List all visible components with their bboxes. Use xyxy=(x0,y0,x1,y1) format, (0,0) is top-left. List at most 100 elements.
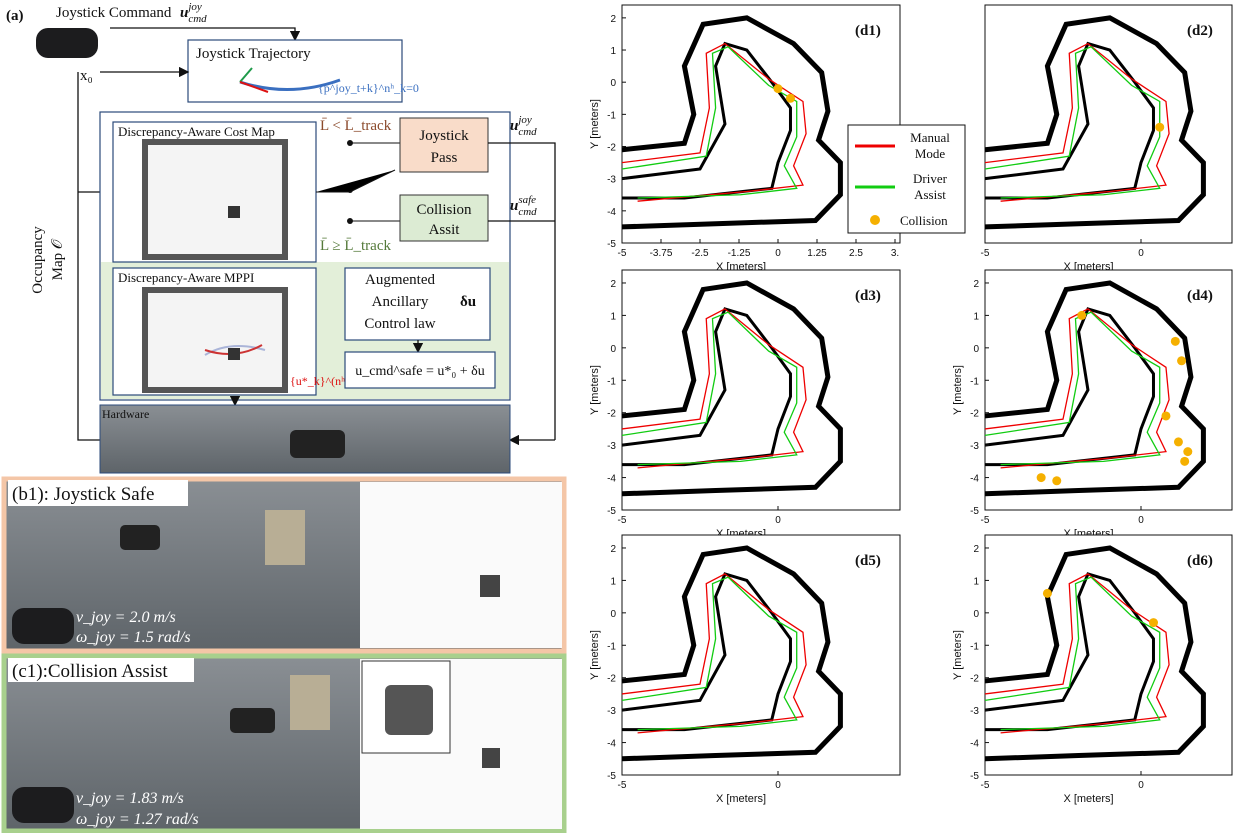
shape xyxy=(120,525,160,550)
y-tick-label: 0 xyxy=(973,344,979,355)
y-tick-label: -4 xyxy=(607,739,616,750)
math-sup: joy xyxy=(186,1,202,13)
plot-label: (d6) xyxy=(1187,553,1213,569)
panel-b1: (b1): Joystick Safe v_joy = 2.0 m/s ω_jo… xyxy=(4,479,564,651)
y-tick-label: -1 xyxy=(607,641,616,652)
x-tick-label: -5 xyxy=(981,515,990,526)
panel-c1: (c1):Collision Assist v_joy = 1.83 m/s ω… xyxy=(4,656,564,831)
label: Assit xyxy=(429,222,461,238)
y-tick-label: -2 xyxy=(607,674,616,685)
collision xyxy=(1037,473,1046,482)
shape xyxy=(228,206,240,218)
y-tick-label: -5 xyxy=(607,506,616,517)
y-tick-label: 0 xyxy=(610,78,616,89)
panel-label: (c1):Collision Assist xyxy=(12,661,168,682)
label: Discrepancy-Aware MPPI xyxy=(118,270,254,285)
y-tick-label: -3 xyxy=(970,706,979,717)
legend-label: Manual xyxy=(910,130,950,145)
plot-frame xyxy=(622,535,900,775)
y-tick-label: -1 xyxy=(607,376,616,387)
x-tick-label: 0 xyxy=(775,780,781,791)
figure: (a) Joystick Command ujoycmd Joystick Tr… xyxy=(0,0,1240,833)
label: L̄ ≥ L̄_track xyxy=(320,238,391,254)
math: ujoycmd xyxy=(510,114,537,138)
shape xyxy=(360,482,562,648)
label: Hardware xyxy=(102,407,149,421)
label: Control law xyxy=(364,316,435,332)
shape xyxy=(482,748,500,768)
panel-label: (a) xyxy=(6,8,24,24)
legend: Manual Mode Driver Assist Collision xyxy=(848,125,965,233)
shape xyxy=(145,142,285,257)
x-tick-label: 0 xyxy=(1138,248,1144,259)
math-base: u xyxy=(510,118,518,134)
shape xyxy=(870,215,880,225)
x-tick-label: 0 xyxy=(1138,780,1144,791)
joystick-icon xyxy=(36,28,98,58)
legend-label: Collision xyxy=(900,213,948,228)
y-tick-label: -4 xyxy=(607,474,616,485)
math-sub: cmd xyxy=(518,206,537,218)
y-tick-label: -2 xyxy=(607,409,616,420)
collision xyxy=(1174,437,1183,446)
y-tick-label: 1 xyxy=(610,576,616,587)
y-tick-label: -1 xyxy=(970,376,979,387)
collision xyxy=(1180,457,1189,466)
legend-label: Assist xyxy=(914,187,946,202)
legend-label: Mode xyxy=(915,146,946,161)
math-base: u xyxy=(180,5,188,21)
math-sup: joy xyxy=(516,114,532,126)
y-axis-label: Y [meters] xyxy=(952,630,964,680)
x-tick-label: 1.25 xyxy=(807,248,827,259)
collision xyxy=(1155,123,1164,132)
collision xyxy=(774,84,783,93)
y-tick-label: -1 xyxy=(970,641,979,652)
collision xyxy=(1149,618,1158,627)
y-tick-label: 1 xyxy=(610,46,616,57)
y-tick-label: -3 xyxy=(607,706,616,717)
label: v_joy = 1.83 m/s xyxy=(76,790,184,807)
label: Collision xyxy=(416,202,472,218)
label: Augmented xyxy=(365,272,435,288)
label: u_cmd^safe = u*₀ + δu xyxy=(355,364,484,379)
plot-label: (d3) xyxy=(855,288,881,304)
x-tick-label: -5 xyxy=(981,248,990,259)
x-tick-label: -5 xyxy=(981,780,990,791)
shape xyxy=(265,510,305,565)
shape xyxy=(290,430,345,458)
y-tick-label: -5 xyxy=(607,771,616,782)
label: Ancillary xyxy=(372,294,429,310)
y-tick-label: 2 xyxy=(610,544,616,555)
y-tick-label: -5 xyxy=(970,506,979,517)
collision xyxy=(1077,311,1086,320)
legend-label: Driver xyxy=(913,171,948,186)
y-tick-label: -1 xyxy=(607,110,616,121)
panel-label: (b1): Joystick Safe xyxy=(12,484,154,505)
label: Joystick Trajectory xyxy=(196,46,311,62)
shape xyxy=(12,787,74,823)
math-sub: cmd xyxy=(188,13,207,25)
y-axis-label: Y [meters] xyxy=(952,365,964,415)
collision xyxy=(1177,356,1186,365)
label: Pass xyxy=(431,150,458,166)
label: {p^joy_t+k}^nʰ_k=0 xyxy=(318,81,419,95)
shape xyxy=(228,348,240,360)
plot-frame xyxy=(985,535,1232,775)
x-tick-label: -5 xyxy=(618,515,627,526)
label: Discrepancy-Aware Cost Map xyxy=(118,124,275,139)
math-sub: cmd xyxy=(518,126,537,138)
x-tick-label: 0 xyxy=(1138,515,1144,526)
y-tick-label: 2 xyxy=(610,279,616,290)
plot-label: (d2) xyxy=(1187,23,1213,39)
plot-frame xyxy=(985,270,1232,510)
x-tick-label: 0 xyxy=(775,515,781,526)
x-tick-label: -2.5 xyxy=(691,248,709,259)
x-axis-label: X [meters] xyxy=(716,793,766,805)
y-tick-label: -4 xyxy=(970,474,979,485)
collision xyxy=(1052,476,1061,485)
collision xyxy=(786,94,795,103)
y-tick-label: -5 xyxy=(607,239,616,250)
label: ω_joy = 1.5 rad/s xyxy=(76,629,191,646)
label: Joystick xyxy=(419,128,469,144)
